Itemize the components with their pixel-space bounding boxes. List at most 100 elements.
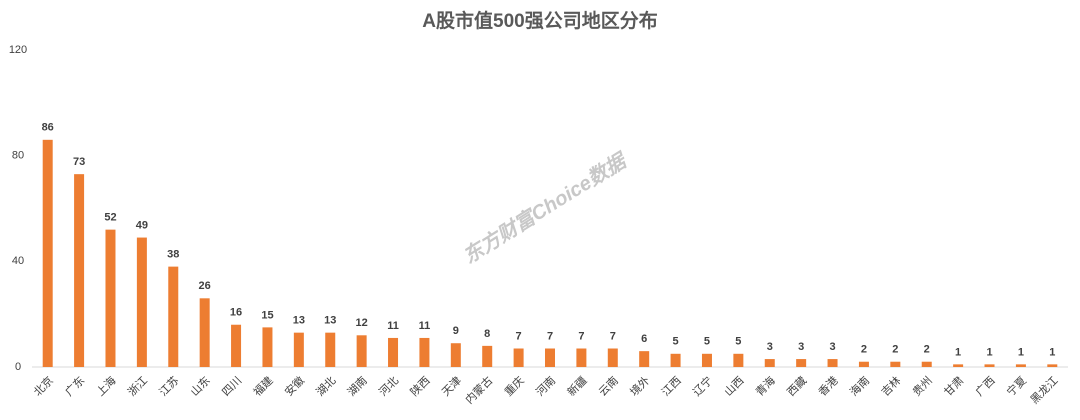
x-tick-label: 宁夏: [1004, 373, 1029, 398]
x-tick-label: 山东: [188, 374, 213, 399]
x-tick-label: 湖南: [345, 374, 370, 399]
bar: [890, 361, 901, 367]
x-tick-label: 内蒙古: [462, 373, 495, 406]
bar: [42, 139, 53, 367]
bar: [105, 229, 116, 367]
value-label: 7: [516, 330, 522, 342]
bar: [1015, 364, 1026, 367]
value-label: 13: [293, 315, 305, 327]
chart-title: A股市值500强公司地区分布: [422, 9, 657, 32]
watermark: 东方财富Choice数据: [459, 148, 632, 268]
value-label: 2: [861, 344, 867, 356]
bar: [670, 353, 681, 367]
x-tick-label: 上海: [93, 373, 118, 398]
x-tick-label: 西藏: [785, 374, 810, 399]
bar: [607, 348, 618, 367]
x-tick-label: 陕西: [407, 373, 432, 398]
bar: [1047, 364, 1058, 367]
bar: [827, 359, 838, 367]
x-tick-label: 甘肃: [942, 374, 967, 399]
value-label: 73: [73, 156, 85, 168]
y-tick-label: 0: [15, 361, 21, 373]
value-label: 38: [167, 249, 179, 261]
value-label: 13: [324, 315, 336, 327]
x-tick-label: 海南: [847, 373, 872, 398]
x-tick-label: 广西: [973, 374, 998, 399]
bar: [733, 353, 744, 367]
bar: [513, 348, 524, 367]
y-tick-label: 40: [12, 255, 24, 267]
x-tick-label: 安徽: [282, 373, 307, 398]
bar: [168, 266, 179, 367]
x-tick-label: 辽宁: [690, 373, 715, 398]
value-label: 11: [419, 320, 431, 332]
x-tick-label: 广东: [63, 374, 88, 399]
x-tick-label: 吉林: [878, 373, 903, 398]
value-label: 5: [735, 336, 741, 348]
value-label: 7: [610, 330, 616, 342]
x-tick-label: 江西: [659, 374, 684, 399]
bar: [545, 348, 555, 367]
value-label: 2: [892, 344, 898, 356]
bar: [639, 351, 650, 367]
x-tick-label: 四川: [220, 375, 244, 399]
bar: [450, 343, 461, 367]
value-label: 5: [704, 336, 710, 348]
x-tick-label: 云南: [596, 374, 621, 399]
x-tick-label: 新疆: [564, 373, 589, 398]
value-label: 7: [578, 330, 584, 342]
bar: [325, 332, 336, 367]
bar: [293, 332, 304, 367]
value-label: 9: [453, 325, 459, 337]
bar: [796, 359, 807, 367]
value-label: 6: [641, 333, 647, 345]
bar: [262, 327, 273, 367]
value-label: 11: [387, 320, 399, 332]
value-label: 1: [955, 346, 961, 358]
x-tick-label: 湖北: [314, 374, 339, 399]
bar: [419, 337, 430, 367]
value-label: 3: [767, 341, 773, 353]
bar: [199, 298, 210, 367]
x-tick-label: 福建: [250, 373, 275, 398]
bar: [953, 364, 964, 367]
y-tick-label: 120: [9, 44, 27, 56]
value-label: 5: [673, 336, 679, 348]
x-tick-label: 河北: [376, 374, 401, 399]
value-label: 16: [230, 307, 242, 319]
bar: [136, 237, 147, 367]
bar: [74, 174, 85, 367]
value-label: 7: [547, 330, 553, 342]
bar: [858, 361, 869, 367]
x-tick-label: 山西: [722, 374, 747, 399]
x-tick-label: 北京: [30, 373, 55, 398]
value-label: 15: [261, 309, 273, 321]
value-label: 12: [356, 317, 368, 329]
value-label: 3: [829, 341, 835, 353]
value-label: 49: [136, 219, 148, 231]
value-label: 1: [1049, 346, 1055, 358]
bar: [482, 345, 493, 367]
bar: [984, 364, 995, 367]
bar: [356, 335, 367, 367]
value-label: 86: [42, 122, 54, 134]
bar: [921, 361, 932, 367]
x-tick-label: 香港: [816, 374, 841, 399]
x-tick-label: 境外: [627, 373, 652, 398]
value-label: 2: [924, 344, 930, 356]
x-tick-label: 贵州: [910, 374, 935, 399]
value-label: 1: [986, 346, 992, 358]
value-label: 3: [798, 341, 804, 353]
bar: [231, 324, 242, 367]
bar: [576, 348, 587, 367]
x-tick-label: 浙江: [125, 374, 150, 399]
y-tick-label: 80: [12, 150, 24, 162]
value-label: 52: [104, 212, 116, 224]
bar: [764, 359, 775, 367]
value-label: 26: [199, 280, 211, 292]
x-tick-label: 黑龙江: [1028, 374, 1061, 407]
x-tick-label: 青海: [752, 373, 777, 398]
x-tick-label: 江苏: [157, 374, 182, 399]
bar: [701, 353, 712, 367]
